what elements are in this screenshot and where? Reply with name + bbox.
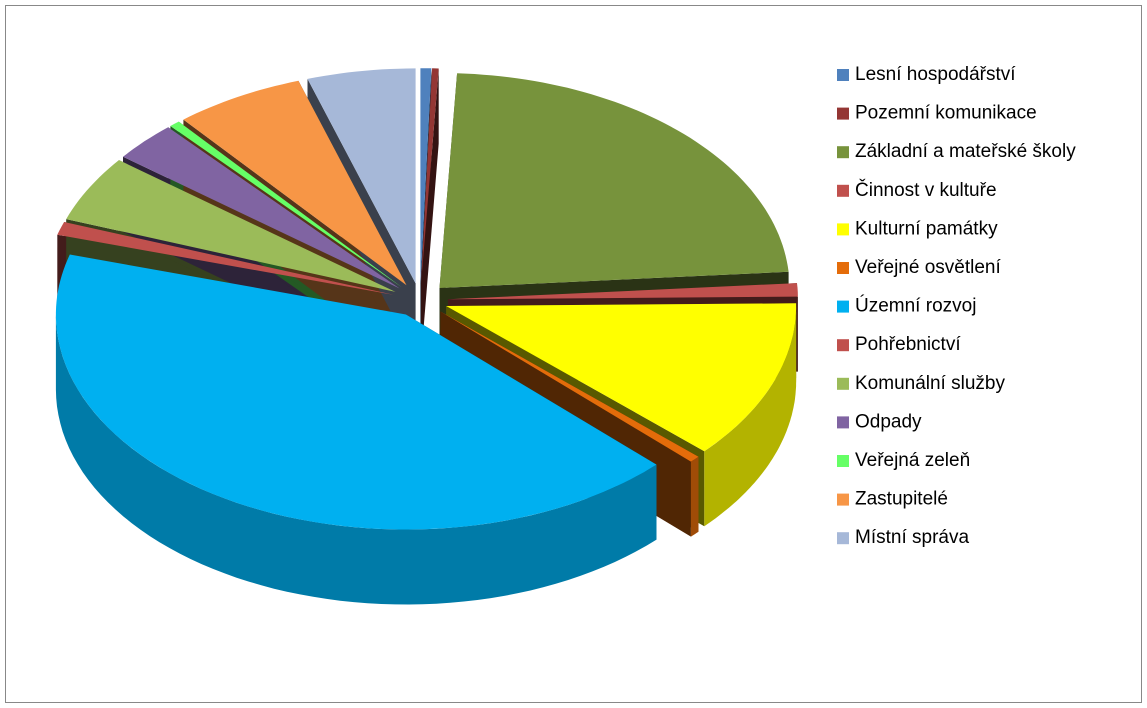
legend-label: Veřejná zeleň [855, 450, 970, 471]
legend-label: Odpady [855, 411, 922, 432]
slice [123, 127, 400, 289]
legend-swatch [837, 377, 849, 390]
legend-swatch [837, 493, 849, 506]
slice [440, 311, 699, 462]
legend-label: Činnost v kultuře [855, 179, 997, 201]
legend-swatch [837, 69, 849, 81]
legend-swatch [837, 455, 849, 467]
legend-label: Místní správa [855, 527, 969, 548]
slice [448, 283, 798, 300]
legend-swatch [837, 339, 849, 352]
slice [307, 68, 416, 284]
legend-swatch [837, 223, 849, 236]
legend-label: Zastupitelé [855, 489, 948, 510]
slice-side [704, 306, 797, 527]
legend-label: Komunální služby [855, 373, 1005, 394]
legend-label: Pohřebnictví [855, 334, 961, 355]
legend-label: Kulturní památky [855, 218, 998, 239]
legend-label: Lesní hospodářství [855, 64, 1016, 85]
slice [439, 73, 789, 288]
slice-wall [421, 68, 439, 359]
slice [420, 68, 432, 284]
slice [66, 160, 396, 292]
legend-swatch [837, 107, 849, 120]
legend-swatch [837, 300, 849, 313]
legend-label: Pozemní komunikace [855, 103, 1037, 124]
legend-label: Územní rozvoj [855, 295, 976, 317]
slice [57, 222, 394, 295]
legend-swatch [837, 262, 849, 274]
slice-side [55, 314, 657, 605]
legend-swatch [837, 184, 849, 197]
legend-swatch [837, 416, 849, 429]
slice [183, 80, 407, 286]
legend-swatch [837, 532, 849, 545]
legend-label: Veřejné osvětlení [855, 257, 1001, 278]
legend-label: Základní a mateřské školy [855, 141, 1076, 162]
slice [55, 254, 657, 530]
pie [55, 68, 798, 605]
legend-swatch [837, 146, 849, 159]
slice [446, 303, 797, 452]
legend: Lesní hospodářství Pozemní komunikace Zákl… [837, 64, 1076, 548]
slice [170, 121, 402, 288]
slice-side [690, 456, 699, 537]
slice [421, 68, 439, 284]
